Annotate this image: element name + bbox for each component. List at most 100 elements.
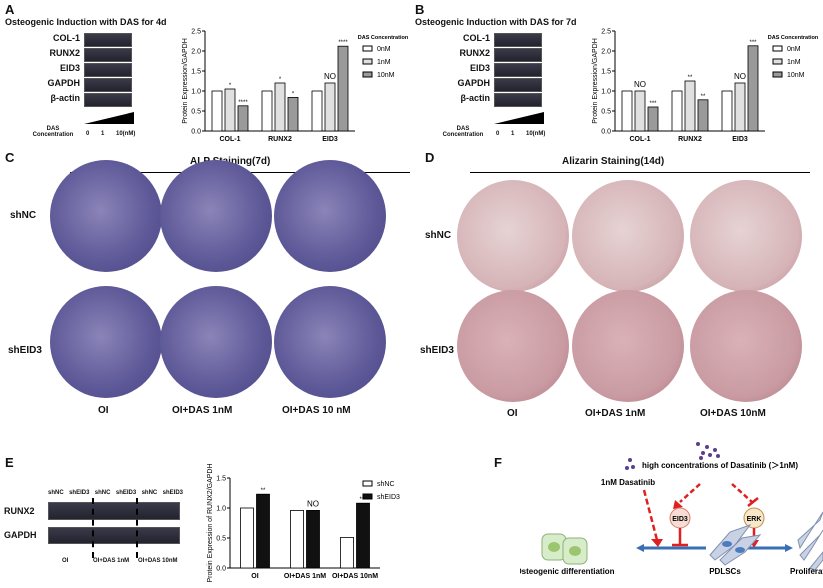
legend-swatch	[362, 493, 373, 500]
x-tick-label: RUNX2	[678, 136, 702, 143]
bar	[684, 80, 696, 132]
blot-label: EID3	[469, 63, 490, 73]
bar	[356, 502, 370, 569]
runx2-blot	[48, 502, 180, 520]
alizarin-dish	[572, 180, 684, 292]
legend-swatch	[362, 45, 373, 52]
blot-label: GAPDH	[47, 78, 80, 88]
legend-label: 10nM	[787, 72, 805, 79]
bar	[237, 105, 249, 132]
bar	[311, 90, 323, 132]
significance-label: NO	[734, 72, 746, 81]
alizarin-dish	[572, 290, 684, 402]
proliferating-cells-icon	[797, 511, 823, 571]
significance-label: ***	[649, 101, 657, 107]
alizarin-dish	[457, 180, 569, 292]
significance-label: *	[229, 83, 232, 89]
bar	[306, 510, 320, 569]
lane-divider	[136, 498, 138, 558]
blot-band	[494, 33, 542, 47]
blot-label: GAPDH	[457, 78, 490, 88]
blot-band	[84, 78, 132, 92]
blot-label: RUNX2	[459, 48, 490, 58]
high-to-erk-inhibit	[731, 483, 753, 503]
pdlsc-label: PDLSCs	[709, 567, 741, 576]
blot-label: β-actin	[50, 93, 81, 103]
panel-a-letter: A	[5, 2, 15, 17]
blot-label: COL-1	[53, 33, 80, 43]
legend-label: shNC	[377, 481, 395, 488]
blot-label-gapdh: GAPDH	[4, 530, 37, 540]
alp-dish	[50, 160, 162, 272]
dose-label: 10(nM)	[526, 131, 546, 137]
bar	[747, 45, 759, 132]
legend-swatch	[362, 58, 373, 65]
y-tick-label: 1.0	[191, 89, 201, 96]
alizarin-dish	[690, 180, 802, 292]
alizarin-dish	[457, 290, 569, 402]
dose-triangle-icon	[84, 112, 134, 124]
significance-label: ***	[359, 497, 367, 503]
panel-d-divider	[470, 172, 810, 173]
significance-label: **	[688, 75, 693, 81]
bar	[634, 90, 646, 132]
y-tick-label: 1.0	[601, 89, 611, 96]
panel-d-col: OI	[507, 408, 518, 419]
y-tick-label: 2.0	[601, 49, 611, 56]
y-tick-label: 0.5	[601, 109, 611, 116]
lane-divider	[92, 498, 94, 558]
significance-label: NO	[307, 499, 319, 508]
low-dose-label: 1nM Dasatinib	[601, 478, 655, 487]
bar	[697, 99, 709, 132]
blot-label: EID3	[59, 63, 80, 73]
y-tick-label: 0.5	[216, 536, 226, 543]
y-tick-label: 0.0	[191, 129, 201, 136]
alp-dish	[274, 286, 386, 398]
y-tick-label: 0.0	[216, 566, 226, 573]
bar	[340, 537, 354, 569]
panel-c-row-shnc: shNC	[10, 210, 37, 221]
panel-b-letter: B	[415, 2, 425, 17]
legend-label: 1nM	[377, 59, 391, 66]
blot-band	[84, 93, 132, 107]
x-tick-label: OI+DAS 1nM	[284, 573, 326, 580]
alp-dish	[160, 286, 272, 398]
das-label: DAS Concentration	[442, 126, 484, 138]
panel-d-letter: D	[425, 150, 435, 165]
dose-label: 1	[511, 131, 515, 137]
alp-dish	[50, 286, 162, 398]
significance-label: *	[279, 77, 282, 83]
panel-d-row-shnc: shNC	[425, 230, 452, 241]
blot-label-runx2: RUNX2	[4, 506, 35, 516]
dose-label: 10(nM)	[116, 131, 136, 137]
x-tick-label: RUNX2	[268, 136, 292, 143]
panel-e-lanes: shNC shEID3 shNC shEID3 shNC shEID3	[48, 490, 183, 496]
significance-label: ***	[749, 40, 757, 46]
panel-d-col: OI+DAS 1nM	[585, 408, 646, 419]
bar	[647, 106, 659, 132]
bar	[734, 82, 746, 132]
y-axis-label: Protein Expression/GAPDH	[592, 38, 599, 124]
x-tick-label: COL-1	[630, 136, 651, 143]
group-label: OI+DAS 1nM	[93, 558, 130, 564]
bar	[721, 90, 733, 132]
significance-label: **	[701, 94, 706, 100]
bar	[290, 510, 304, 569]
blot-band	[84, 48, 132, 62]
lane-label: shNC	[141, 490, 158, 496]
lane-label: shEID3	[69, 490, 90, 496]
significance-label: ****	[338, 40, 348, 46]
y-axis-label: Protein Expression/GAPDH	[182, 38, 189, 124]
legend-label: 0nM	[377, 46, 391, 53]
bar	[261, 90, 273, 132]
bar	[224, 88, 236, 132]
panel-b-title: Osteogenic Induction with DAS for 7d	[415, 17, 577, 27]
y-tick-label: 1.5	[601, 69, 611, 76]
group-label: OI+DAS 10nM	[138, 558, 178, 564]
y-tick-label: 2.5	[191, 29, 201, 36]
high-to-eid3-arrow	[679, 483, 701, 503]
bar	[274, 82, 286, 132]
lane-label: shNC	[94, 490, 111, 496]
